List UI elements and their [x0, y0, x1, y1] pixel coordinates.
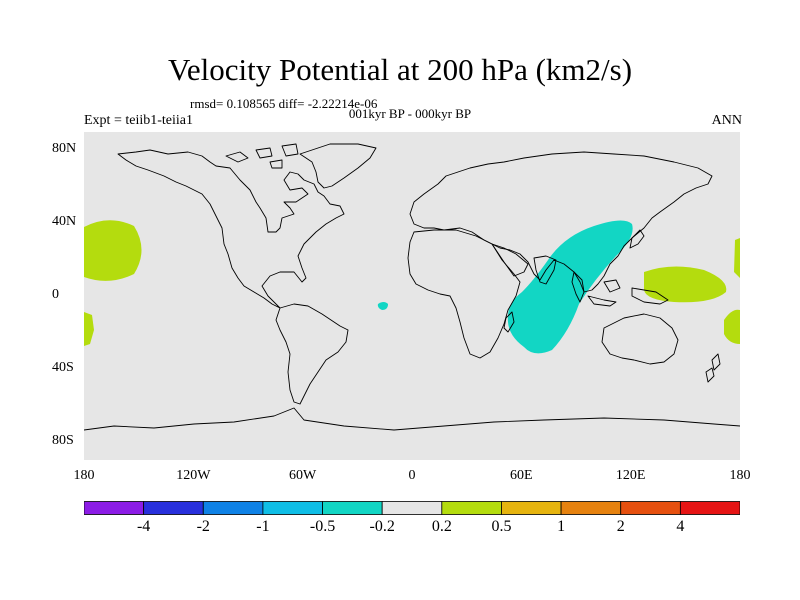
coastline-arctic-islands: [225, 143, 299, 169]
y-tick-label: 80N: [52, 141, 77, 157]
colorbar-box: [679, 501, 740, 515]
colorbar-box: [322, 501, 383, 515]
period-label: 001kyr BP - 000kyr BP: [348, 106, 472, 121]
colorbar-box: [441, 501, 502, 515]
colorbar-label: -0.5: [309, 518, 336, 535]
anomaly-central-pacific-positive: [644, 266, 727, 303]
colorbar-box: [262, 501, 323, 515]
coastline-southeast-asia: [571, 271, 669, 307]
x-tick-label: 180: [729, 468, 751, 483]
anomaly-atlantic-small-negative: [377, 302, 388, 310]
colorbar-label: 4: [676, 518, 685, 535]
colorbar-box: [501, 501, 562, 515]
y-tick-label: 0: [52, 287, 59, 302]
colorbar-label: -0.2: [369, 518, 395, 535]
coastline-madagascar: [503, 311, 515, 333]
x-tick-label: 60E: [510, 468, 533, 483]
coastline-india: [533, 255, 557, 285]
x-tick-label: 60W: [289, 468, 317, 483]
anomaly-west-pacific-positive: [84, 220, 142, 281]
coastline-north-america: [117, 149, 345, 309]
colorbar-label: -2: [196, 518, 210, 535]
x-tick-label: 120E: [615, 468, 646, 483]
colorbar-label: 1: [557, 518, 566, 535]
anomaly-east-edge-positive-north: [734, 238, 740, 278]
colorbar-box: [381, 501, 443, 515]
anomaly-east-edge-positive-south: [724, 309, 740, 344]
coastlines: [84, 143, 740, 431]
colorbar-box: [560, 501, 622, 515]
map-plot: [84, 132, 740, 460]
colorbar-label: 0.2: [431, 518, 452, 535]
anomaly-south-pacific-west-positive: [84, 312, 94, 346]
colorbar-box: [202, 501, 264, 515]
coastline-antarctica: [84, 407, 740, 431]
colorbar-label: -1: [256, 518, 270, 535]
x-tick-label: 180: [73, 468, 95, 483]
chart-title: Velocity Potential at 200 hPa (km2/s): [167, 52, 633, 87]
map-background: [84, 132, 740, 460]
colorbar-label: 2: [616, 518, 625, 535]
anomaly-layer: [84, 220, 740, 354]
colorbar-box: [620, 501, 681, 515]
colorbar: [84, 501, 740, 515]
colorbar-box: [143, 501, 204, 515]
stats-label: rmsd= 0.108565 diff= -2.22214e-06: [190, 96, 378, 111]
colorbar-label: 0.5: [491, 518, 512, 535]
coastline-greenland: [299, 143, 377, 189]
y-tick-label: 40S: [52, 359, 74, 375]
y-tick-label: 40N: [52, 214, 77, 230]
y-tick-label: 80S: [52, 432, 74, 448]
x-tick-label: 0: [408, 468, 416, 483]
coastline-new-zealand: [705, 353, 721, 383]
colorbar-label: -4: [136, 518, 151, 535]
experiment-label: Expt = teiib1-teiia1: [84, 113, 193, 128]
anomaly-indian-ocean-negative: [507, 220, 633, 354]
colorbar-box: [84, 501, 145, 515]
coastline-australia: [601, 313, 679, 365]
coastline-arabia: [491, 243, 529, 277]
coastline-japan: [629, 229, 645, 249]
x-tick-label: 120W: [176, 468, 211, 483]
coastline-south-america: [275, 303, 349, 405]
season-label: ANN: [711, 113, 742, 128]
